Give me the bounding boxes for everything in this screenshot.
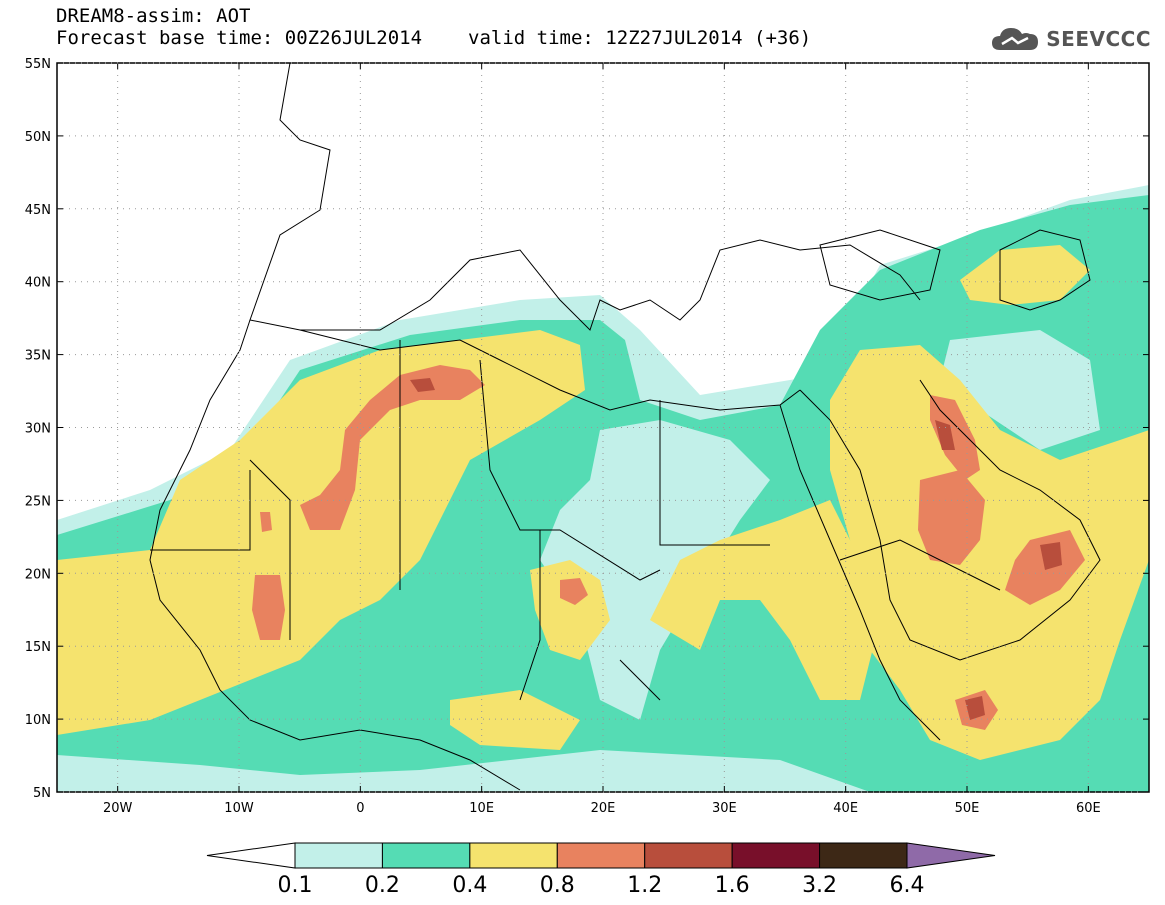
coastline-red-sea (779, 404, 941, 741)
base-time: Forecast base time: 00Z26JUL2014 (56, 27, 423, 49)
lon-tick-label: 50E (955, 801, 980, 816)
graticule (57, 62, 1149, 793)
colorbar-over-arrow (906, 842, 996, 869)
colorbar-segment (381, 842, 471, 869)
aot-band-orange (260, 512, 272, 532)
aot-band-yellow (450, 690, 580, 750)
colorbar-segment (731, 842, 821, 869)
seevccc-logo: SEEVCCC (990, 24, 1151, 54)
lat-tick-label: 45N (25, 203, 51, 218)
colorbar-label: 0.4 (452, 873, 487, 898)
coastline-mediterranean (299, 329, 801, 411)
lat-tick-label: 5N (33, 786, 51, 801)
coastline-europe (249, 63, 921, 331)
aot-band-orange (252, 575, 285, 640)
lat-tick-label: 10N (25, 713, 51, 728)
longitude-labels: 20W 10W 0 10E 20E 30E 40E 50E 60E (103, 801, 1101, 816)
coastline-africa-north (149, 319, 521, 791)
lat-tick-label: 40N (25, 276, 51, 291)
colorbar-label: 6.4 (890, 873, 925, 898)
aot-band-red (1040, 542, 1062, 570)
lon-tick-label: 20E (591, 801, 616, 816)
colorbar-label: 0.2 (365, 873, 400, 898)
lon-tick-label: 10W (224, 801, 254, 816)
colorbar-segment (819, 842, 908, 869)
colorbar-label: 3.2 (802, 873, 837, 898)
lon-tick-label: 30E (712, 801, 737, 816)
colorbar-under-arrow (206, 842, 296, 869)
colorbar-label: 1.2 (627, 873, 662, 898)
valid-time: valid time: 12Z27JUL2014 (+36) (468, 27, 812, 49)
aot-band-red (410, 378, 435, 392)
lon-tick-label: 20W (103, 801, 133, 816)
lat-tick-label: 30N (25, 422, 51, 437)
aot-field (57, 185, 1149, 792)
colorbar-label: 0.8 (540, 873, 575, 898)
lon-tick-label: 60E (1076, 801, 1101, 816)
colorbar-label: 1.6 (715, 873, 750, 898)
aot-band-red (965, 696, 985, 720)
coastline-black-sea (819, 229, 941, 301)
lat-tick-label: 50N (25, 130, 51, 145)
map-title: DREAM8-assim: AOT (56, 5, 251, 27)
colorbar-segment (469, 842, 558, 869)
lat-tick-label: 35N (25, 349, 51, 364)
lon-tick-label: 10E (469, 801, 494, 816)
colorbar-segment (644, 842, 733, 869)
lon-tick-label: 40E (833, 801, 858, 816)
aot-band-orange (918, 470, 985, 565)
aot-band-yellow (830, 345, 1149, 760)
aot-band-orange (300, 365, 485, 530)
lat-tick-label: 55N (25, 57, 51, 72)
colorbar-label: 0.1 (278, 873, 313, 898)
aot-patch-light (940, 330, 1100, 450)
aot-band-yellow (960, 245, 1090, 305)
lat-tick-label: 15N (25, 640, 51, 655)
coastlines (149, 63, 1101, 791)
coastline-caspian (999, 229, 1091, 311)
border-lines (150, 340, 1001, 701)
aot-band-orange (560, 578, 588, 605)
colorbar-labels: 0.1 0.2 0.4 0.8 1.2 1.6 3.2 6.4 (278, 873, 925, 898)
lon-tick-label: 0 (356, 801, 364, 816)
aot-band-yellow (57, 330, 585, 735)
coastline-arabia (799, 379, 1101, 661)
colorbar-segment (556, 842, 646, 869)
forecast-times: Forecast base time: 00Z26JUL2014 valid ti… (56, 28, 811, 48)
aot-band-yellow (650, 500, 880, 700)
lat-tick-label: 20N (25, 567, 51, 582)
colorbar-segment (294, 842, 383, 869)
cloud-icon (992, 28, 1039, 50)
aot-band-orange (930, 395, 980, 480)
lat-tick-label: 25N (25, 494, 51, 509)
aot-patch-light (540, 420, 770, 720)
latitude-labels: 55N 50N 45N 40N 35N 30N 25N 20N 15N 10N 5N (25, 57, 51, 801)
aot-band-yellow (530, 560, 610, 660)
colorbar (206, 842, 996, 869)
